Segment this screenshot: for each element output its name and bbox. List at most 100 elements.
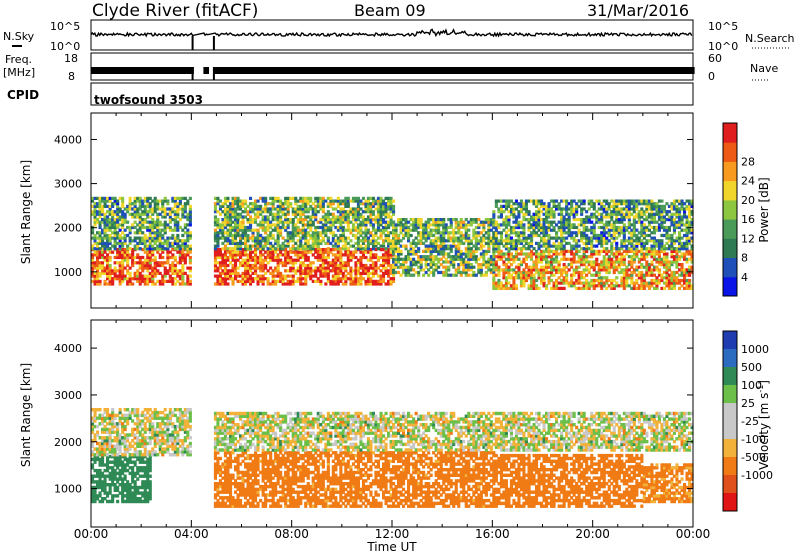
- heatmap-cell: [259, 258, 263, 262]
- heatmap-cell: [366, 258, 370, 262]
- freq-mark: [684, 67, 686, 74]
- heatmap-cell: [417, 247, 421, 251]
- heatmap-cell: [143, 282, 147, 286]
- freq-mark: [332, 67, 335, 74]
- heatmap-cell: [359, 266, 363, 270]
- heatmap-cell: [151, 279, 155, 283]
- heatmap-cell: [168, 266, 172, 270]
- freq-mark: [559, 67, 562, 74]
- heatmap-cell: [116, 233, 120, 238]
- freq-mark: [100, 67, 102, 74]
- heatmap-cell: [331, 282, 335, 286]
- heatmap-cell: [218, 225, 222, 230]
- heatmap-cell: [284, 220, 288, 224]
- freq-mark: [408, 67, 410, 74]
- heatmap-cell: [229, 207, 233, 211]
- heatmap-cell: [178, 244, 182, 248]
- heatmap-cell: [141, 225, 145, 230]
- heatmap-cell: [103, 271, 107, 275]
- heatmap-cell: [361, 269, 365, 273]
- heatmap-cell: [244, 253, 248, 257]
- heatmap-cell: [151, 236, 155, 240]
- heatmap-cell: [183, 253, 187, 257]
- freq-mark: [286, 67, 289, 74]
- heatmap-cell: [176, 207, 180, 211]
- heatmap-cell: [286, 269, 290, 273]
- heatmap-cell: [254, 258, 258, 262]
- heatmap-cell: [153, 271, 157, 275]
- heatmap-cell: [314, 266, 318, 270]
- heatmap-cell: [121, 266, 125, 270]
- heatmap-cell: [306, 269, 310, 273]
- heatmap-cell: [181, 233, 185, 238]
- heatmap-cell: [186, 250, 190, 254]
- freq-mark: [504, 67, 506, 74]
- heatmap-cell: [108, 266, 112, 270]
- heatmap-cell: [301, 261, 305, 265]
- heatmap-cell: [171, 277, 175, 281]
- heatmap-cell: [276, 228, 280, 232]
- heatmap-cell: [111, 231, 115, 235]
- heatmap-cell: [241, 274, 245, 278]
- heatmap-cell: [229, 212, 233, 216]
- heatmap-cell: [146, 274, 150, 278]
- heatmap-cell: [178, 250, 182, 254]
- heatmap-cell: [146, 228, 150, 232]
- heatmap-cell: [141, 204, 145, 208]
- heatmap-cell: [234, 258, 238, 262]
- heatmap-cell: [106, 253, 110, 257]
- freq-mark: [677, 67, 680, 74]
- heatmap-cell: [296, 228, 300, 232]
- heatmap-cell: [231, 220, 235, 224]
- heatmap-cell: [374, 266, 378, 270]
- heatmap-cell: [186, 202, 190, 206]
- heatmap-cell: [244, 266, 248, 270]
- heatmap-cell: [161, 215, 165, 219]
- freq-mark: [471, 67, 473, 74]
- freq-mark: [312, 67, 315, 74]
- heatmap-cell: [344, 263, 348, 268]
- heatmap-cell: [249, 263, 253, 268]
- freq-mark: [662, 67, 665, 74]
- heatmap-cell: [221, 282, 225, 286]
- heatmap-cell: [183, 215, 187, 219]
- heatmap-cell: [349, 277, 353, 281]
- heatmap-cell: [91, 263, 95, 268]
- heatmap-cell: [223, 196, 227, 200]
- heatmap-cell: [131, 258, 135, 262]
- heatmap-cell: [331, 269, 335, 273]
- freq-mark: [426, 67, 428, 74]
- heatmap-cell: [261, 269, 265, 273]
- heatmap-cell: [178, 255, 182, 260]
- heatmap-cell: [259, 277, 263, 281]
- freq-mark: [327, 67, 330, 74]
- heatmap-cell: [229, 202, 233, 206]
- freq-mark: [429, 67, 431, 74]
- heatmap-cell: [284, 253, 288, 257]
- heatmap-cell: [231, 247, 235, 251]
- heatmap-cell: [296, 212, 300, 216]
- heatmap-cell: [296, 225, 300, 230]
- freq-mark: [691, 67, 693, 74]
- freq-mark: [132, 67, 134, 74]
- heatmap-cell: [98, 225, 102, 230]
- heatmap-cell: [236, 212, 240, 216]
- heatmap-cell: [173, 241, 177, 245]
- heatmap-cell: [113, 199, 117, 203]
- heatmap-cell: [146, 202, 150, 206]
- heatmap-cell: [236, 207, 240, 211]
- heatmap-cell: [266, 269, 270, 273]
- heatmap-cell: [319, 271, 323, 275]
- heatmap-cell: [133, 274, 137, 278]
- heatmap-cell: [98, 263, 102, 268]
- freq-mark: [617, 67, 620, 74]
- freq-mark: [532, 67, 535, 74]
- heatmap-cell: [218, 228, 222, 232]
- heatmap-cell: [148, 277, 152, 281]
- freq-mark: [502, 67, 504, 74]
- heatmap-cell: [286, 199, 290, 203]
- heatmap-cell: [173, 236, 177, 240]
- freq-mark: [391, 67, 393, 74]
- heatmap-cell: [387, 269, 391, 273]
- heatmap-cell: [286, 225, 290, 230]
